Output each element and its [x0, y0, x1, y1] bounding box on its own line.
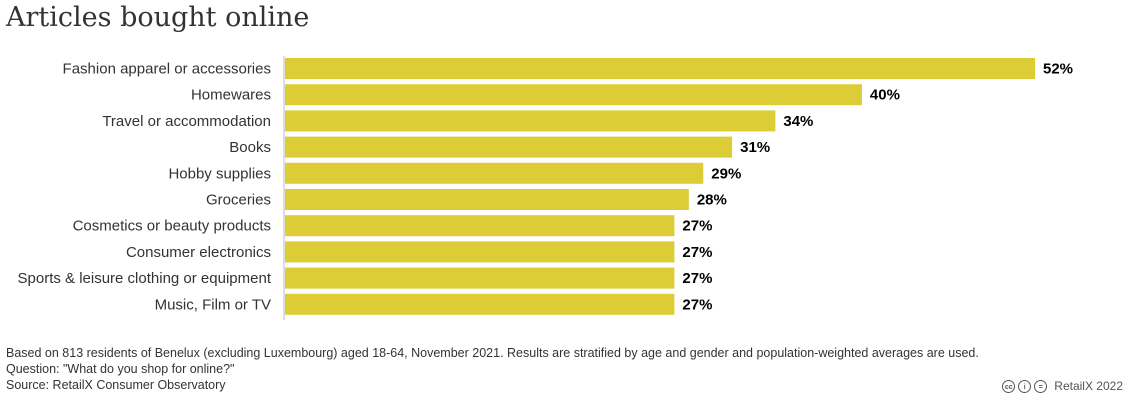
value-label: 27%: [682, 218, 712, 235]
credit: cc i = RetailX 2022: [1002, 379, 1123, 393]
bar: [285, 136, 733, 158]
methodology-note: Based on 813 residents of Benelux (exclu…: [6, 346, 979, 360]
value-label: 31%: [740, 139, 770, 156]
cc-icon: cc: [1002, 379, 1016, 393]
value-label: 40%: [870, 87, 900, 104]
source-note: Source: RetailX Consumer Observatory: [6, 378, 226, 392]
question-note: Question: "What do you shop for online?": [6, 362, 235, 376]
value-label: 27%: [682, 296, 712, 313]
value-label: 27%: [682, 270, 712, 287]
category-label: Consumer electronics: [126, 244, 271, 261]
bar: [285, 110, 776, 132]
chart-title: Articles bought online: [6, 2, 310, 33]
category-label: Sports & leisure clothing or equipment: [18, 270, 272, 287]
value-label: 29%: [711, 165, 741, 182]
credit-text: RetailX 2022: [1054, 379, 1123, 393]
value-label: 52%: [1043, 61, 1073, 78]
category-label: Groceries: [206, 192, 271, 209]
category-label: Fashion apparel or accessories: [63, 61, 271, 78]
bar: [285, 241, 675, 263]
value-label: 34%: [783, 113, 813, 130]
bar: [285, 267, 675, 289]
category-label: Travel or accommodation: [102, 113, 271, 130]
bar: [285, 162, 704, 184]
bar: [285, 189, 689, 210]
category-label: Music, Film or TV: [155, 296, 271, 313]
bar: [285, 58, 1035, 79]
category-label: Books: [229, 139, 271, 156]
attribution-icon: i: [1018, 379, 1032, 393]
footer-notes: Based on 813 residents of Benelux (exclu…: [6, 345, 979, 393]
category-label: Hobby supplies: [168, 165, 271, 182]
value-label: 27%: [682, 244, 712, 261]
bar: [285, 84, 862, 106]
no-derivatives-icon: =: [1034, 379, 1048, 393]
bar: [285, 293, 675, 315]
value-label: 28%: [697, 192, 727, 209]
bar: [285, 215, 675, 237]
category-label: Cosmetics or beauty products: [73, 218, 271, 235]
category-label: Homewares: [191, 87, 271, 104]
bar-chart: Fashion apparel or accessories 52% Homewar…: [18, 56, 1073, 320]
